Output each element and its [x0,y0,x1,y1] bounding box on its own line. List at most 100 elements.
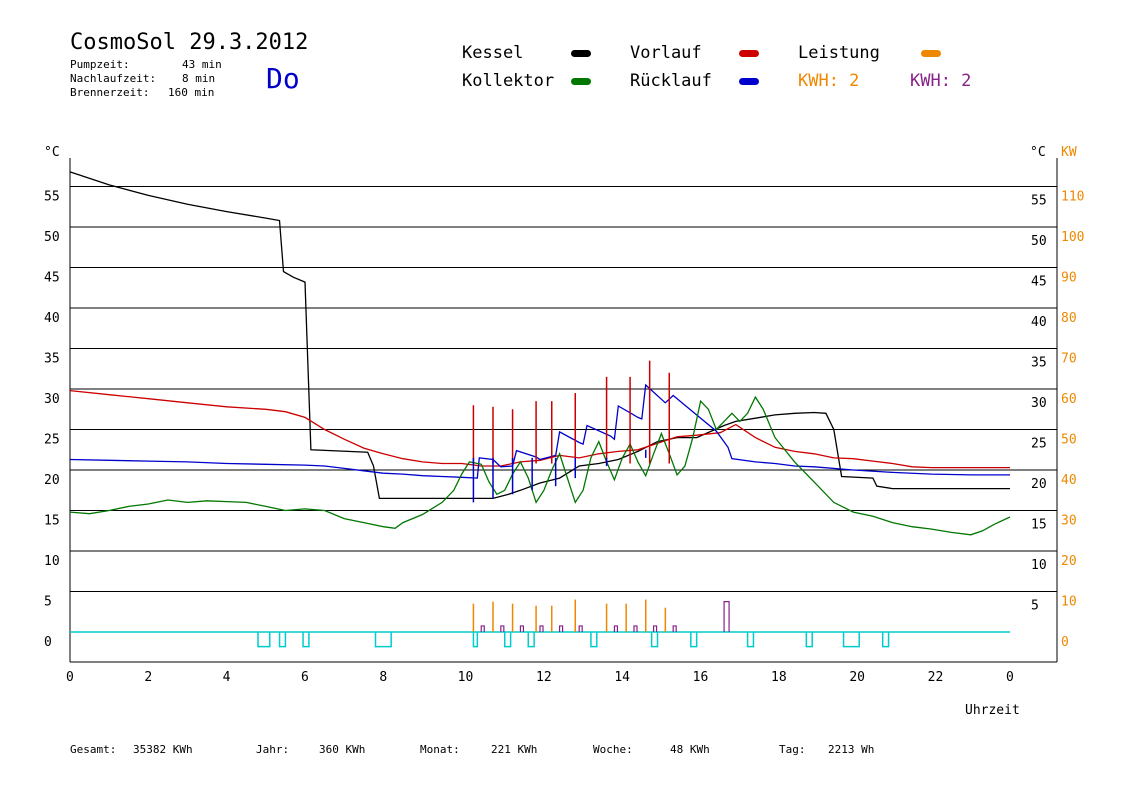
pump-pulse [257,632,271,648]
footer-tag-value: 2213 Wh [828,743,875,756]
y-tick-label-kw: 70 [1061,352,1077,367]
y-axis-unit-kw: KW [1061,145,1077,160]
footer-jahr-label: Jahr: [256,743,290,756]
kwh2-pulse [652,625,658,632]
x-tick-label: 2 [144,670,152,685]
x-tick-label: 0 [66,670,74,685]
info-brennerzeit-label: Brennerzeit: [70,86,150,99]
x-tick-label: 22 [928,670,944,685]
pump-pulse [746,632,755,648]
pump-pulse [278,632,287,648]
x-tick-label: 4 [223,670,231,685]
footer-jahr-value: 360 KWh [319,743,366,756]
info-pumpzeit-label: Pumpzeit: [70,58,130,71]
legend-vorlauf-swatch [739,50,759,57]
x-tick-label: 10 [458,670,474,685]
legend-kollektor-swatch [571,78,591,85]
legend-leistung-swatch [921,50,941,57]
footer-woche-value: 48 KWh [670,743,710,756]
y-tick-label-right: 25 [1031,437,1047,452]
y-tick-label-left: 10 [44,554,60,569]
y-tick-label-left: 15 [44,514,60,529]
y-tick-label-right: 15 [1031,518,1047,533]
y-tick-label-kw: 40 [1061,473,1077,488]
legend-vorlauf-label: Vorlauf [630,43,702,63]
kwh2-pulse [558,625,564,632]
y-tick-label-kw: 10 [1061,595,1077,610]
legend-kessel-swatch [571,50,591,57]
x-tick-label: 6 [301,670,309,685]
y-tick-label-left: 35 [44,352,60,367]
pump-pulse [527,632,535,648]
x-tick-label: 0 [1006,670,1014,685]
footer-monat-value: 221 KWh [491,743,538,756]
pump-pulse [590,632,598,648]
kwh2-pulse [613,625,619,632]
y-tick-label-left: 25 [44,433,60,448]
series-line-kessel [69,171,1010,500]
kwh2-pulse [672,625,677,632]
y-tick-label-right: 35 [1031,356,1047,371]
legend-kollektor-label: Kollektor [462,71,555,91]
y-tick-label-right: 50 [1031,234,1047,249]
y-tick-label-kw: 60 [1061,392,1077,407]
kwh2-pulse [539,625,544,632]
pump-pulse [302,632,310,648]
y-tick-label-left: 5 [44,595,52,610]
weekday: Do [266,62,300,95]
kwh2-pulse [633,625,638,632]
kwh2-pulse [723,601,730,632]
pump-pulse [881,632,890,648]
x-tick-label: 18 [771,670,787,685]
y-tick-label-kw: 90 [1061,271,1077,286]
pump-pulse [690,632,698,648]
x-axis-label: Uhrzeit [965,703,1020,718]
pump-pulse [374,632,392,648]
footer-tag-label: Tag: [779,743,806,756]
y-tick-label-left: 0 [44,635,52,650]
y-tick-label-kw: 50 [1061,433,1077,448]
page-title: CosmoSol 29.3.2012 [70,30,309,55]
y-tick-label-kw: 20 [1061,554,1077,569]
info-nachlaufzeit-label: Nachlaufzeit: [70,72,157,85]
info-pumpzeit-value: 43 min [182,58,222,71]
y-tick-label-right: 20 [1031,477,1047,492]
series-line-kollektor [69,395,1011,536]
x-tick-label: 12 [536,670,552,685]
y-tick-label-left: 20 [44,473,60,488]
series-line-ruecklauf [69,383,1010,479]
y-tick-label-left: 55 [44,190,60,205]
legend-kwh2: KWH: 2 [910,71,972,91]
footer-woche-label: Woche: [593,743,633,756]
y-tick-label-left: 45 [44,271,60,286]
legend-kwh1: KWH: 2 [798,71,860,91]
x-tick-label: 20 [849,670,865,685]
y-tick-label-right: 45 [1031,275,1047,290]
info-nachlaufzeit-value: 8 min [182,72,216,85]
y-tick-label-right: 55 [1031,194,1047,209]
y-tick-label-right: 40 [1031,315,1047,330]
pump-pulse [805,632,813,648]
y-tick-label-left: 50 [44,230,60,245]
y-tick-label-left: 30 [44,392,60,407]
pump-pulse [504,632,512,648]
pump-pulse [650,632,659,648]
y-tick-label-right: 5 [1031,599,1039,614]
y-tick-label-kw: 100 [1061,230,1084,245]
y-tick-label-kw: 0 [1061,635,1069,650]
pump-pulse [842,632,860,648]
legend-ruecklauf-swatch [739,78,759,85]
footer-gesamt-label: Gesamt: [70,743,117,756]
y-axis-unit-right: °C [1030,145,1046,160]
y-tick-label-left: 40 [44,311,60,326]
x-tick-label: 16 [693,670,709,685]
x-tick-label: 14 [614,670,630,685]
legend-ruecklauf-label: Rücklauf [630,71,712,91]
y-tick-label-kw: 110 [1061,190,1084,205]
kwh2-pulse [480,625,485,632]
kwh2-pulse [500,625,505,632]
x-tick-label: 8 [379,670,387,685]
footer-monat-label: Monat: [420,743,460,756]
y-tick-label-right: 30 [1031,396,1047,411]
